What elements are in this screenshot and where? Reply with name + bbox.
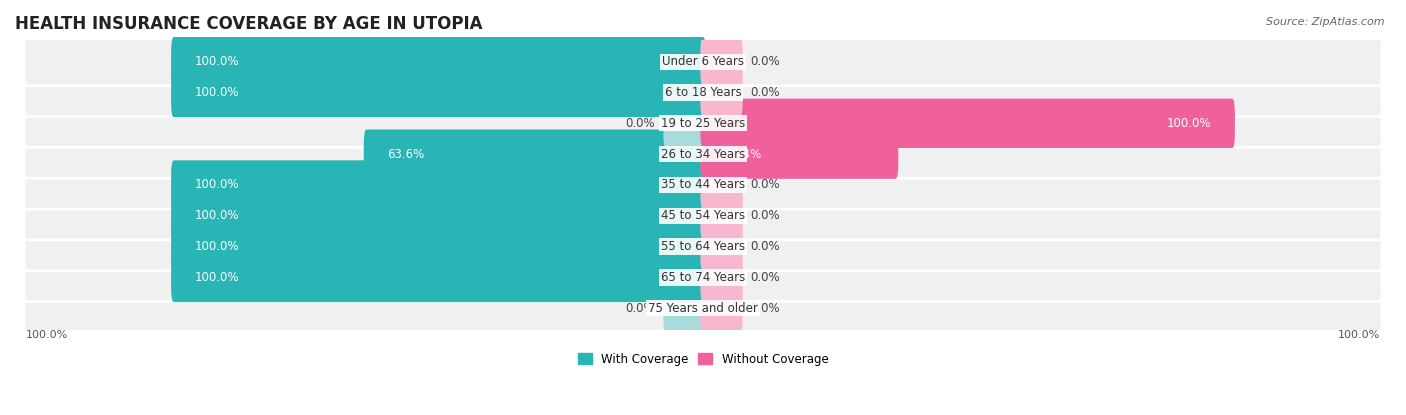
- Text: 100.0%: 100.0%: [195, 209, 239, 222]
- Text: 0.0%: 0.0%: [626, 302, 655, 315]
- FancyBboxPatch shape: [700, 37, 742, 86]
- Text: 6 to 18 Years: 6 to 18 Years: [665, 86, 741, 99]
- FancyBboxPatch shape: [172, 160, 706, 210]
- FancyBboxPatch shape: [700, 253, 742, 302]
- Text: 55 to 64 Years: 55 to 64 Years: [661, 240, 745, 253]
- Text: 100.0%: 100.0%: [195, 271, 239, 284]
- Text: 100.0%: 100.0%: [195, 240, 239, 253]
- Text: 35 to 44 Years: 35 to 44 Years: [661, 178, 745, 191]
- Text: 0.0%: 0.0%: [751, 86, 780, 99]
- Text: 65 to 74 Years: 65 to 74 Years: [661, 271, 745, 284]
- FancyBboxPatch shape: [172, 222, 706, 271]
- Text: 0.0%: 0.0%: [751, 209, 780, 222]
- FancyBboxPatch shape: [700, 222, 742, 271]
- FancyBboxPatch shape: [24, 161, 1382, 209]
- FancyBboxPatch shape: [172, 253, 706, 302]
- Text: 45 to 54 Years: 45 to 54 Years: [661, 209, 745, 222]
- Text: Source: ZipAtlas.com: Source: ZipAtlas.com: [1267, 17, 1385, 27]
- Text: HEALTH INSURANCE COVERAGE BY AGE IN UTOPIA: HEALTH INSURANCE COVERAGE BY AGE IN UTOP…: [15, 15, 482, 33]
- FancyBboxPatch shape: [664, 99, 706, 148]
- Text: 26 to 34 Years: 26 to 34 Years: [661, 148, 745, 161]
- Text: 19 to 25 Years: 19 to 25 Years: [661, 117, 745, 130]
- FancyBboxPatch shape: [664, 283, 706, 333]
- Text: 0.0%: 0.0%: [751, 240, 780, 253]
- FancyBboxPatch shape: [172, 191, 706, 240]
- FancyBboxPatch shape: [700, 160, 742, 210]
- FancyBboxPatch shape: [364, 129, 706, 179]
- FancyBboxPatch shape: [172, 68, 706, 117]
- Text: 0.0%: 0.0%: [626, 117, 655, 130]
- FancyBboxPatch shape: [700, 129, 898, 179]
- FancyBboxPatch shape: [24, 130, 1382, 178]
- Text: 100.0%: 100.0%: [25, 330, 67, 340]
- Text: 100.0%: 100.0%: [195, 55, 239, 68]
- FancyBboxPatch shape: [700, 191, 742, 240]
- Text: 0.0%: 0.0%: [751, 178, 780, 191]
- FancyBboxPatch shape: [24, 284, 1382, 332]
- Text: 100.0%: 100.0%: [1167, 117, 1211, 130]
- Text: 0.0%: 0.0%: [751, 55, 780, 68]
- Text: Under 6 Years: Under 6 Years: [662, 55, 744, 68]
- FancyBboxPatch shape: [24, 38, 1382, 86]
- Text: 0.0%: 0.0%: [751, 302, 780, 315]
- FancyBboxPatch shape: [24, 192, 1382, 240]
- FancyBboxPatch shape: [24, 222, 1382, 271]
- Text: 36.4%: 36.4%: [724, 148, 762, 161]
- FancyBboxPatch shape: [700, 283, 742, 333]
- Text: 100.0%: 100.0%: [195, 178, 239, 191]
- Text: 63.6%: 63.6%: [388, 148, 425, 161]
- FancyBboxPatch shape: [24, 254, 1382, 302]
- Legend: With Coverage, Without Coverage: With Coverage, Without Coverage: [572, 348, 834, 370]
- FancyBboxPatch shape: [172, 37, 706, 86]
- Text: 0.0%: 0.0%: [751, 271, 780, 284]
- FancyBboxPatch shape: [700, 99, 1234, 148]
- FancyBboxPatch shape: [700, 68, 742, 117]
- Text: 100.0%: 100.0%: [195, 86, 239, 99]
- Text: 100.0%: 100.0%: [1339, 330, 1381, 340]
- FancyBboxPatch shape: [24, 68, 1382, 117]
- FancyBboxPatch shape: [24, 99, 1382, 147]
- Text: 75 Years and older: 75 Years and older: [648, 302, 758, 315]
